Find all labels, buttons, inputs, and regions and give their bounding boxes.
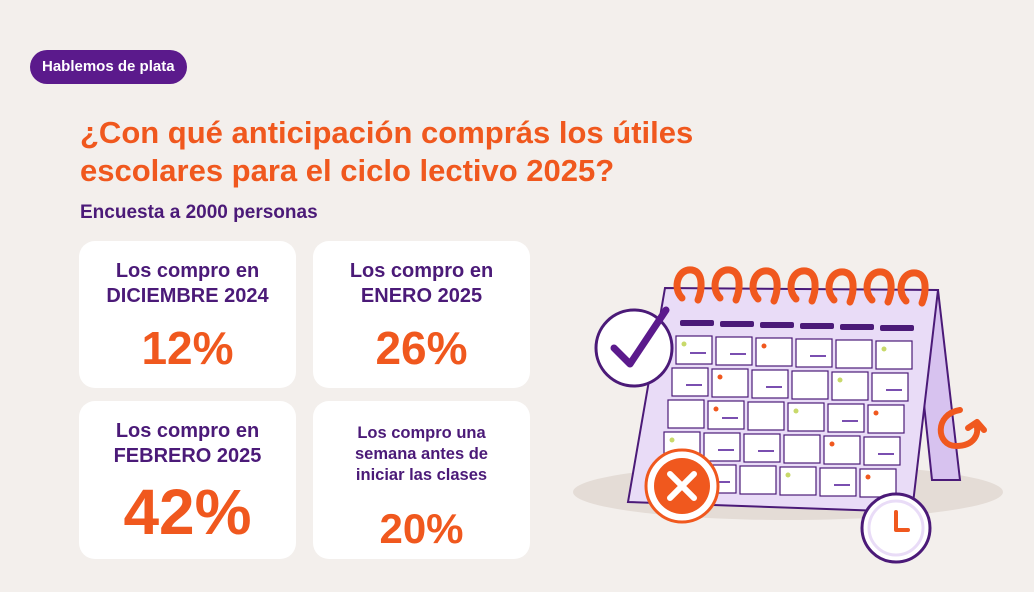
- stat-label-line: ENERO 2025: [360, 285, 483, 307]
- page-title: ¿Con qué anticipación comprás los útiles…: [80, 114, 780, 190]
- stat-label: Los compro en FEBRERO 2025: [79, 419, 296, 469]
- stat-label: Los compro en ENERO 2025: [313, 259, 530, 309]
- stat-label: Los compro en DICIEMBRE 2024: [79, 259, 296, 309]
- stat-label-line: semana antes de: [355, 445, 488, 463]
- stat-value: 20%: [379, 505, 464, 552]
- stat-label: Los compro una semana antes de iniciar l…: [313, 423, 530, 486]
- calendar-rings-icon: [673, 266, 929, 307]
- calendar-illustration: [560, 250, 1010, 575]
- stat-value: 12%: [141, 322, 234, 374]
- stat-value: 42%: [123, 476, 252, 548]
- calendar-illustration-svg: [573, 266, 1003, 564]
- refresh-arrow-icon: [937, 407, 987, 450]
- stat-label-line: Los compro en: [115, 420, 260, 442]
- stat-label-line: FEBRERO 2025: [113, 445, 262, 467]
- cross-icon: [644, 448, 720, 524]
- stat-value: 26%: [375, 322, 468, 374]
- stat-label-line: Los compro en: [115, 260, 260, 282]
- stat-label-line: DICIEMBRE 2024: [106, 285, 269, 307]
- stat-card-febrero: Los compro en FEBRERO 2025 42%: [79, 401, 296, 559]
- stat-label-line: Los compro en: [349, 260, 494, 282]
- stat-label-line: Los compro una: [357, 424, 486, 442]
- stat-card-diciembre: Los compro en DICIEMBRE 2024 12%: [79, 241, 296, 388]
- stat-card-semana-antes: Los compro una semana antes de iniciar l…: [313, 401, 530, 559]
- title-line-2: escolares para el ciclo lectivo 2025?: [80, 153, 615, 188]
- brand-badge: Hablemos de plata: [30, 50, 187, 84]
- stat-card-enero: Los compro en ENERO 2025 26%: [313, 241, 530, 388]
- check-icon: [594, 306, 674, 388]
- survey-subtitle: Encuesta a 2000 personas: [80, 202, 318, 223]
- title-line-1: ¿Con qué anticipación comprás los útiles: [80, 115, 694, 150]
- stat-label-line: iniciar las clases: [355, 466, 488, 484]
- clock-icon: [860, 492, 932, 564]
